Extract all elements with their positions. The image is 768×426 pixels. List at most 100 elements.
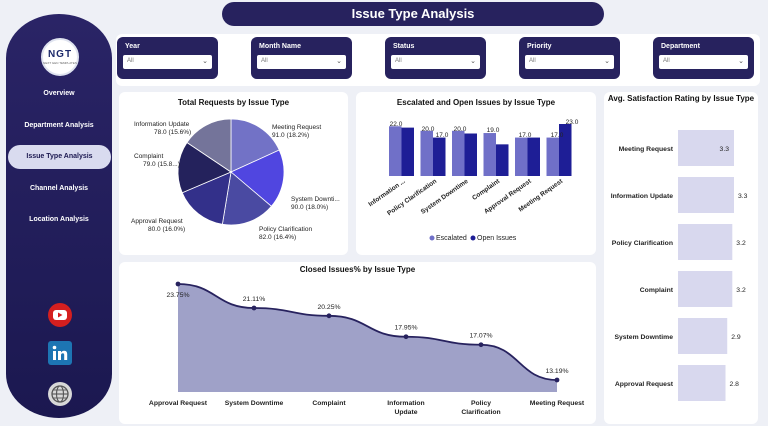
open-issues-bar[interactable] (464, 133, 478, 176)
status-dropdown[interactable]: All ⌄ (391, 55, 480, 69)
sidebar-item-issue-type-analysis[interactable]: Issue Type Analysis (8, 145, 111, 169)
satisfaction-chart-panel: Avg. Satisfaction Rating by Issue Type M… (604, 92, 758, 424)
satisfaction-bar[interactable] (678, 318, 728, 354)
bar-value-label: 23.0 (566, 119, 579, 126)
escalated-bar[interactable] (389, 126, 402, 176)
satisfaction-bar[interactable] (678, 224, 733, 260)
sidebar-item-overview[interactable]: Overview (43, 90, 75, 97)
year-dropdown[interactable]: All ⌄ (123, 55, 212, 69)
bar-value-label: 2.8 (730, 381, 740, 388)
open-issues-bar[interactable] (527, 137, 541, 176)
point-value-label: 13.19% (545, 368, 568, 375)
company-logo: NGT NEXT GEN TEMPLATES (41, 38, 79, 76)
escalated-bar[interactable] (452, 130, 465, 176)
priority-dropdown[interactable]: All ⌄ (525, 55, 614, 69)
category-tick-label: Approval Request (615, 381, 674, 388)
chevron-down-icon: ⌄ (202, 58, 208, 65)
point-value-label: 23.75% (166, 292, 189, 299)
category-tick-label: Complaint (312, 400, 346, 407)
bar-value-label: 3.3 (720, 146, 730, 153)
pie-slice[interactable] (181, 171, 232, 225)
logo-subtitle: NEXT GEN TEMPLATES (43, 61, 77, 65)
pie-slice-value: 79.0 (15.8...) (143, 161, 180, 168)
month-name-dropdown[interactable]: All ⌄ (257, 55, 346, 69)
status-slicer-label: Status (393, 43, 415, 50)
year-slicer[interactable]: Year All ⌄ (117, 37, 218, 79)
department-slicer[interactable]: Department All ⌄ (653, 37, 754, 79)
month-name-slicer-label: Month Name (259, 43, 301, 50)
closed-issues-line (177, 283, 558, 381)
pie-slice-label: Complaint (134, 153, 163, 160)
youtube-icon[interactable] (48, 303, 72, 327)
satisfaction-bar[interactable] (678, 365, 726, 401)
satisfaction-bar[interactable] (678, 130, 734, 166)
category-tick-label: Information Update (611, 193, 674, 200)
open-issues-bar[interactable] (559, 124, 572, 176)
pie-slice-label: Policy Clarification (259, 226, 312, 233)
escalated-bar[interactable] (515, 137, 528, 176)
legend-label-open-issues: Open Issues (477, 235, 517, 242)
chevron-down-icon: ⌄ (738, 58, 744, 65)
pie-slice-label: Approval Request (131, 218, 183, 225)
category-tick-label: System Downtime (614, 334, 673, 341)
legend-marker-open-issues (470, 235, 476, 241)
bar-value-label: 19.0 (487, 127, 500, 134)
open-issues-bar[interactable] (401, 127, 415, 176)
bar-value-label: 3.2 (736, 240, 746, 247)
closed-issues-point[interactable] (251, 305, 257, 311)
bar-value-label: 20.0 (422, 126, 435, 133)
department-dropdown[interactable]: All ⌄ (659, 55, 748, 69)
closed-issues-chart-title: Closed Issues% by Issue Type (299, 265, 416, 274)
category-tick-label: Policy Clarification (612, 240, 673, 247)
pie-slice-value: 90.0 (18.0%) (291, 204, 328, 211)
month-name-dropdown-value: All (261, 58, 268, 64)
pie-slice[interactable] (230, 149, 285, 207)
closed-issues-point[interactable] (403, 334, 409, 340)
escalated-open-chart-panel: Escalated and Open Issues by Issue Type … (356, 92, 596, 255)
pie-slice[interactable] (186, 118, 232, 173)
satisfaction-chart-title: Avg. Satisfaction Rating by Issue Type (607, 94, 755, 103)
sidebar-item-location-analysis[interactable]: Location Analysis (29, 216, 89, 223)
pie-slice-label: Information Update (134, 121, 190, 128)
globe-icon[interactable] (48, 382, 72, 406)
open-issues-bar[interactable] (433, 137, 446, 176)
month-name-slicer[interactable]: Month Name All ⌄ (251, 37, 352, 79)
pie-slice[interactable] (177, 141, 232, 194)
closed-issues-chart: 23.75% 21.11% 20.25% 17.95% 17.07% 13.19% Appr… (149, 281, 585, 416)
chevron-down-icon: ⌄ (470, 58, 476, 65)
bar-value-label: 22.0 (390, 121, 403, 128)
escalated-bar[interactable] (483, 133, 497, 176)
closed-issues-point[interactable] (554, 377, 560, 383)
pie-slice[interactable] (230, 118, 280, 173)
status-slicer[interactable]: Status All ⌄ (385, 37, 486, 79)
closed-issues-point[interactable] (478, 342, 484, 348)
sidebar-item-channel-analysis[interactable]: Channel Analysis (29, 185, 89, 192)
satisfaction-bar[interactable] (678, 271, 733, 307)
open-issues-bar[interactable] (496, 144, 509, 176)
linkedin-icon[interactable] (48, 341, 72, 365)
pie-slice[interactable] (221, 171, 272, 226)
closed-issues-point[interactable] (175, 281, 181, 287)
bar-value-label: 17.0 (519, 132, 532, 139)
satisfaction-bar[interactable] (678, 177, 734, 213)
category-tick-label: Policy Clarification (461, 400, 500, 416)
category-tick-label: Complaint (471, 177, 502, 201)
page-title: Issue Type Analysis (222, 2, 604, 26)
point-value-label: 20.25% (317, 304, 340, 311)
pie-chart-panel: Total Requests by Issue Type Meeting Req… (119, 92, 348, 255)
closed-issues-point[interactable] (326, 313, 332, 319)
category-tick-label: Approval Request (149, 400, 208, 407)
closed-issues-area (178, 284, 557, 392)
bar-value-label: 17.0 (551, 132, 564, 139)
legend-label-escalated: Escalated (436, 235, 467, 242)
pie-slice-value: 78.0 (15.6%) (154, 129, 191, 136)
priority-slicer[interactable]: Priority All ⌄ (519, 37, 620, 79)
category-tick-label: System Downtime (225, 400, 284, 407)
priority-slicer-label: Priority (527, 43, 552, 50)
escalated-bar[interactable] (420, 130, 434, 176)
chevron-down-icon: ⌄ (336, 58, 342, 65)
sidebar-item-department-analysis[interactable]: Department Analysis (24, 122, 94, 129)
pie-slice-label: System Downti... (291, 196, 340, 203)
escalated-bar[interactable] (546, 137, 560, 176)
